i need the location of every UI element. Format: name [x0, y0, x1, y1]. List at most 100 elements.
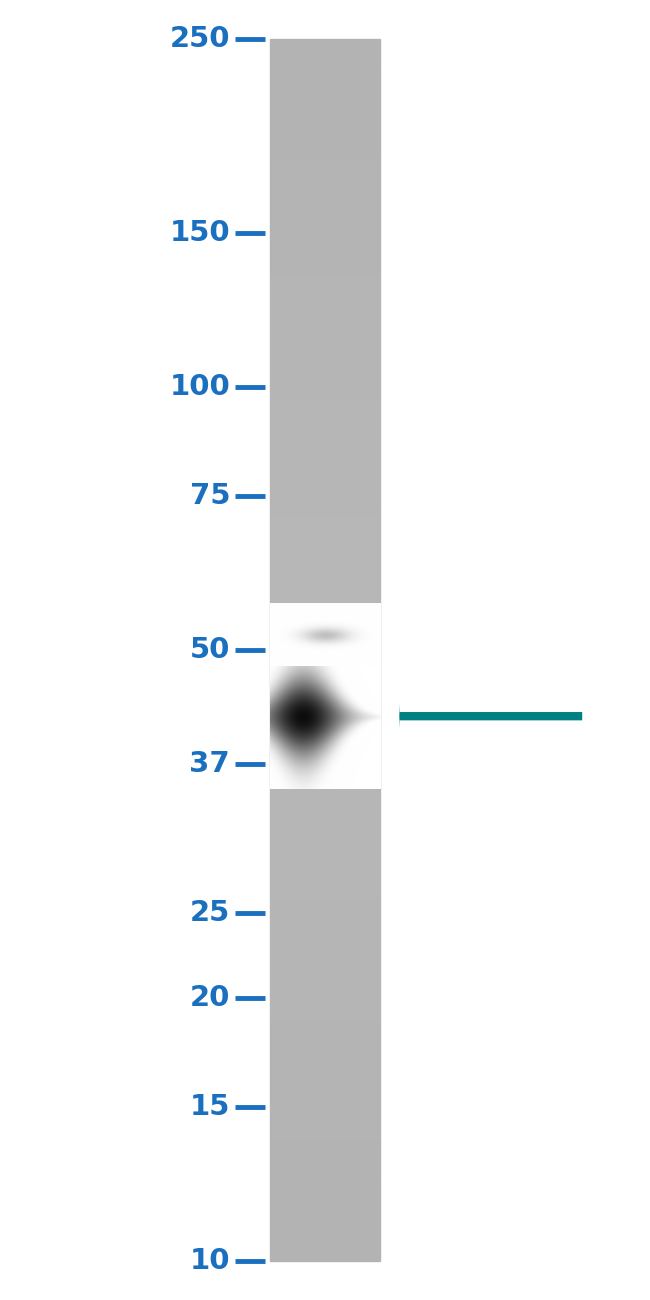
Bar [270, 356, 380, 361]
Bar [270, 1192, 380, 1196]
Bar [270, 413, 380, 417]
Bar [270, 79, 380, 83]
Bar [270, 1102, 380, 1106]
Bar [270, 797, 380, 801]
Bar [270, 679, 380, 682]
Bar [270, 1034, 380, 1037]
Bar [270, 845, 380, 850]
Bar [270, 450, 380, 455]
Bar [270, 589, 380, 593]
Bar [270, 161, 380, 165]
Bar [270, 520, 380, 524]
Bar [270, 618, 380, 621]
Bar [270, 516, 380, 520]
Bar [270, 324, 380, 328]
Bar [270, 532, 380, 536]
Bar [270, 768, 380, 772]
Bar [270, 675, 380, 679]
Bar [270, 858, 380, 862]
Bar [270, 259, 380, 263]
Bar [270, 919, 380, 923]
Bar [270, 1249, 380, 1253]
Bar [270, 1150, 380, 1156]
Bar [270, 365, 380, 369]
Bar [270, 833, 380, 837]
Bar [270, 125, 380, 129]
Bar [270, 719, 380, 723]
Bar [270, 564, 380, 568]
Bar [270, 1196, 380, 1200]
Bar [270, 140, 380, 144]
Bar [270, 308, 380, 312]
Bar [270, 980, 380, 984]
Bar [270, 667, 380, 671]
Bar [270, 671, 380, 675]
Bar [270, 1082, 380, 1086]
Bar [270, 662, 380, 667]
Bar [270, 711, 380, 715]
Bar [270, 474, 380, 478]
Bar [270, 793, 380, 797]
Bar [270, 1106, 380, 1110]
Bar [270, 1221, 380, 1225]
Bar [270, 707, 380, 711]
Bar [270, 642, 380, 646]
Bar [270, 732, 380, 736]
Bar [270, 1061, 380, 1066]
Bar [270, 234, 380, 239]
Bar [270, 320, 380, 324]
Text: 100: 100 [170, 373, 230, 400]
Bar [270, 540, 380, 545]
Bar [270, 266, 380, 272]
Bar [270, 887, 380, 890]
Bar [270, 650, 380, 654]
Bar [270, 39, 380, 43]
Bar [270, 463, 380, 467]
Bar [270, 230, 380, 234]
Text: 150: 150 [170, 218, 230, 247]
Bar [270, 690, 380, 694]
Bar [270, 337, 380, 341]
Bar [270, 601, 380, 606]
Bar [270, 283, 380, 287]
Bar [270, 1053, 380, 1057]
Text: 20: 20 [190, 984, 230, 1011]
Bar [270, 202, 380, 205]
Bar [270, 169, 380, 173]
Bar [270, 211, 380, 214]
Bar [270, 789, 380, 793]
Bar [270, 552, 380, 556]
Bar [270, 801, 380, 805]
Bar [270, 394, 380, 398]
Bar [270, 915, 380, 919]
Bar [270, 478, 380, 484]
Bar [270, 56, 380, 60]
Bar [270, 112, 380, 117]
Bar [270, 1013, 380, 1017]
Bar [270, 373, 380, 377]
Bar [270, 694, 380, 699]
Bar [270, 280, 380, 283]
Bar [270, 1000, 380, 1005]
Bar [270, 976, 380, 980]
Text: 250: 250 [170, 25, 230, 53]
Bar [270, 194, 380, 198]
Bar [270, 1167, 380, 1171]
Bar [270, 251, 380, 255]
Bar [270, 60, 380, 64]
Bar [270, 948, 380, 952]
Text: 10: 10 [190, 1247, 230, 1275]
Bar [270, 898, 380, 902]
Bar [270, 1122, 380, 1127]
Text: 25: 25 [190, 900, 230, 927]
Bar [270, 402, 380, 406]
Bar [270, 1118, 380, 1122]
Bar [270, 1110, 380, 1114]
Bar [270, 1240, 380, 1244]
Bar [270, 438, 380, 442]
Bar [270, 654, 380, 658]
Bar [270, 585, 380, 589]
Bar [270, 1005, 380, 1009]
Bar [270, 430, 380, 434]
Bar [270, 1086, 380, 1089]
